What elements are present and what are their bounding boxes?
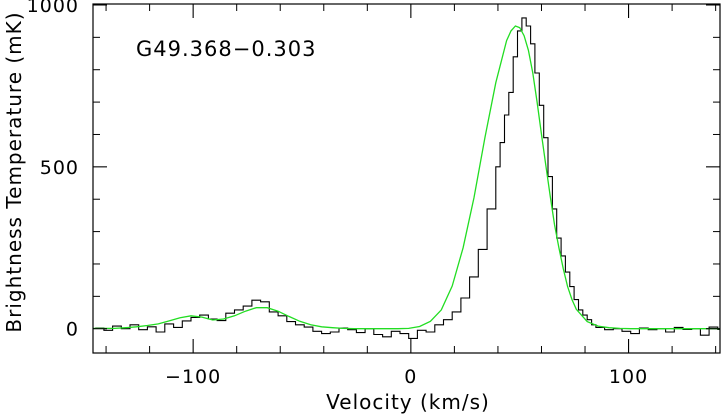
x-tick-label: 0 <box>404 366 417 388</box>
y-tick-label: 1000 <box>27 0 79 17</box>
y-axis-title: Brightness Temperature (mK) <box>2 11 26 332</box>
plot-marks <box>93 17 720 339</box>
plot-frame <box>92 3 721 354</box>
fit-curve-series <box>93 25 720 330</box>
x-tick-label: 100 <box>609 366 648 388</box>
observed-spectrum-series <box>95 17 720 339</box>
source-name-label: G49.368−0.303 <box>136 37 316 61</box>
y-tick-label: 500 <box>40 157 79 179</box>
y-tick-label: 0 <box>66 319 79 341</box>
x-tick-label: −100 <box>165 366 221 388</box>
x-axis-title: Velocity (km/s) <box>326 390 490 414</box>
